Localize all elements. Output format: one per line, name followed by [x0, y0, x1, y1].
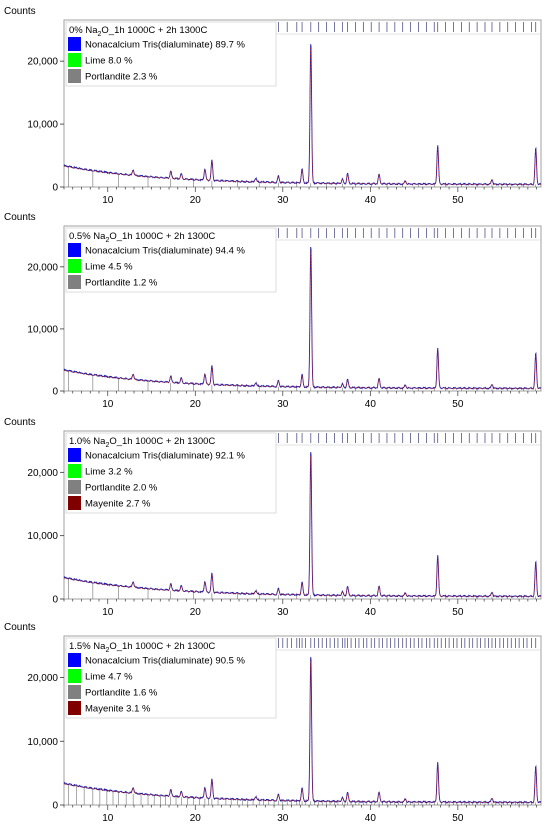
legend-label: Nonacalcium Tris(dialuminate) 90.5 % — [85, 656, 246, 667]
y-tick-label: 10,000 — [27, 324, 58, 335]
x-tick-label: 20 — [190, 399, 202, 410]
plot-frame — [63, 635, 542, 806]
y-tick-label: 10,000 — [27, 120, 58, 131]
y-tick-label: 0 — [52, 595, 58, 606]
x-tick-label: 30 — [277, 813, 289, 824]
x-tick-label: 50 — [452, 399, 464, 410]
y-tick-label: 0 — [52, 801, 58, 812]
legend-label: Portlandite 1.2 % — [85, 278, 158, 289]
x-tick-label: 20 — [190, 813, 202, 824]
legend-swatch — [68, 496, 81, 510]
x-tick-label: 10 — [102, 399, 114, 410]
calculated-pattern-line — [63, 47, 541, 185]
legend-swatch — [68, 53, 81, 67]
legend-swatch — [68, 669, 81, 683]
x-tick-label: 30 — [277, 399, 289, 410]
legend-label: Mayenite 3.1 % — [85, 704, 151, 715]
legend-label: Lime 3.2 % — [85, 467, 133, 478]
chart-panel-4: Counts 0 10,000 20,000 10 20 30 40 50 1.5% Na2O_1… — [4, 622, 542, 824]
legend-label: Lime 4.7 % — [85, 672, 133, 683]
calculated-pattern-line — [63, 455, 541, 597]
y-tick-label: 10,000 — [27, 531, 58, 542]
y-axis-title: Counts — [4, 6, 36, 17]
chart-panel-3: Counts 0 10,000 20,000 10 20 30 40 50 1.0% Na2O_1… — [4, 417, 542, 618]
x-tick-label: 30 — [277, 195, 289, 206]
x-tick-label: 20 — [190, 607, 202, 618]
calculated-pattern-line — [63, 250, 541, 389]
x-tick-label: 50 — [452, 195, 464, 206]
chart-panel-1: Counts 0 10,000 20,000 10 20 30 40 50 0% Na2O_1h … — [4, 6, 542, 206]
y-axis-title: Counts — [4, 212, 36, 223]
legend-box — [65, 637, 277, 719]
legend-label: Portlandite 1.6 % — [85, 688, 158, 699]
legend-swatch — [68, 685, 81, 699]
legend-label: Mayenite 2.7 % — [85, 499, 151, 510]
plot-frame — [63, 430, 542, 600]
legend-swatch — [68, 243, 81, 257]
x-tick-label: 50 — [452, 607, 464, 618]
legend-swatch — [68, 275, 81, 289]
legend-swatch — [68, 701, 81, 715]
panel-title: 1.0% Na2O_1h 1000C + 2h 1300C — [69, 436, 215, 449]
y-tick-label: 20,000 — [27, 57, 58, 68]
legend-label: Nonacalcium Tris(dialuminate) 94.4 % — [85, 246, 246, 257]
legend-label: Portlandite 2.3 % — [85, 72, 158, 83]
y-tick-label: 0 — [52, 387, 58, 398]
y-axis-title: Counts — [4, 417, 36, 428]
legend-box — [65, 432, 277, 514]
plot-frame — [63, 225, 542, 392]
legend-swatch — [68, 448, 81, 462]
y-tick-label: 0 — [52, 183, 58, 194]
legend-box — [65, 21, 277, 87]
panel-title: 0.5% Na2O_1h 1000C + 2h 1300C — [69, 231, 215, 244]
x-tick-label: 30 — [277, 607, 289, 618]
x-tick-label: 10 — [102, 607, 114, 618]
x-tick-label: 20 — [190, 195, 202, 206]
legend-swatch — [68, 37, 81, 51]
x-tick-label: 10 — [102, 195, 114, 206]
plot-frame — [63, 19, 542, 188]
chart-panel-2: Counts 0 10,000 20,000 10 20 30 40 50 0.5% Na2O_1… — [4, 212, 542, 410]
calculated-pattern-line — [63, 660, 541, 803]
legend-label: Nonacalcium Tris(dialuminate) 89.7 % — [85, 40, 246, 51]
legend-swatch — [68, 480, 81, 494]
y-tick-label: 20,000 — [27, 262, 58, 273]
panel-title: 1.5% Na2O_1h 1000C + 2h 1300C — [69, 641, 215, 654]
x-tick-label: 50 — [452, 813, 464, 824]
legend-swatch — [68, 69, 81, 83]
legend-label: Lime 4.5 % — [85, 262, 133, 273]
legend-swatch — [68, 259, 81, 273]
legend-swatch — [68, 653, 81, 667]
x-tick-label: 40 — [365, 399, 377, 410]
y-tick-label: 20,000 — [27, 468, 58, 479]
x-tick-label: 40 — [365, 195, 377, 206]
x-tick-label: 10 — [102, 813, 114, 824]
legend-swatch — [68, 464, 81, 478]
panel-title: 0% Na2O_1h 1000C + 2h 1300C — [69, 25, 207, 38]
y-tick-label: 10,000 — [27, 737, 58, 748]
legend-label: Portlandite 2.0 % — [85, 483, 158, 494]
y-axis-title: Counts — [4, 622, 36, 633]
legend-box — [65, 227, 277, 293]
legend-label: Nonacalcium Tris(dialuminate) 92.1 % — [85, 451, 246, 462]
legend-label: Lime 8.0 % — [85, 56, 133, 67]
y-tick-label: 20,000 — [27, 673, 58, 684]
x-tick-label: 40 — [365, 813, 377, 824]
x-tick-label: 40 — [365, 607, 377, 618]
